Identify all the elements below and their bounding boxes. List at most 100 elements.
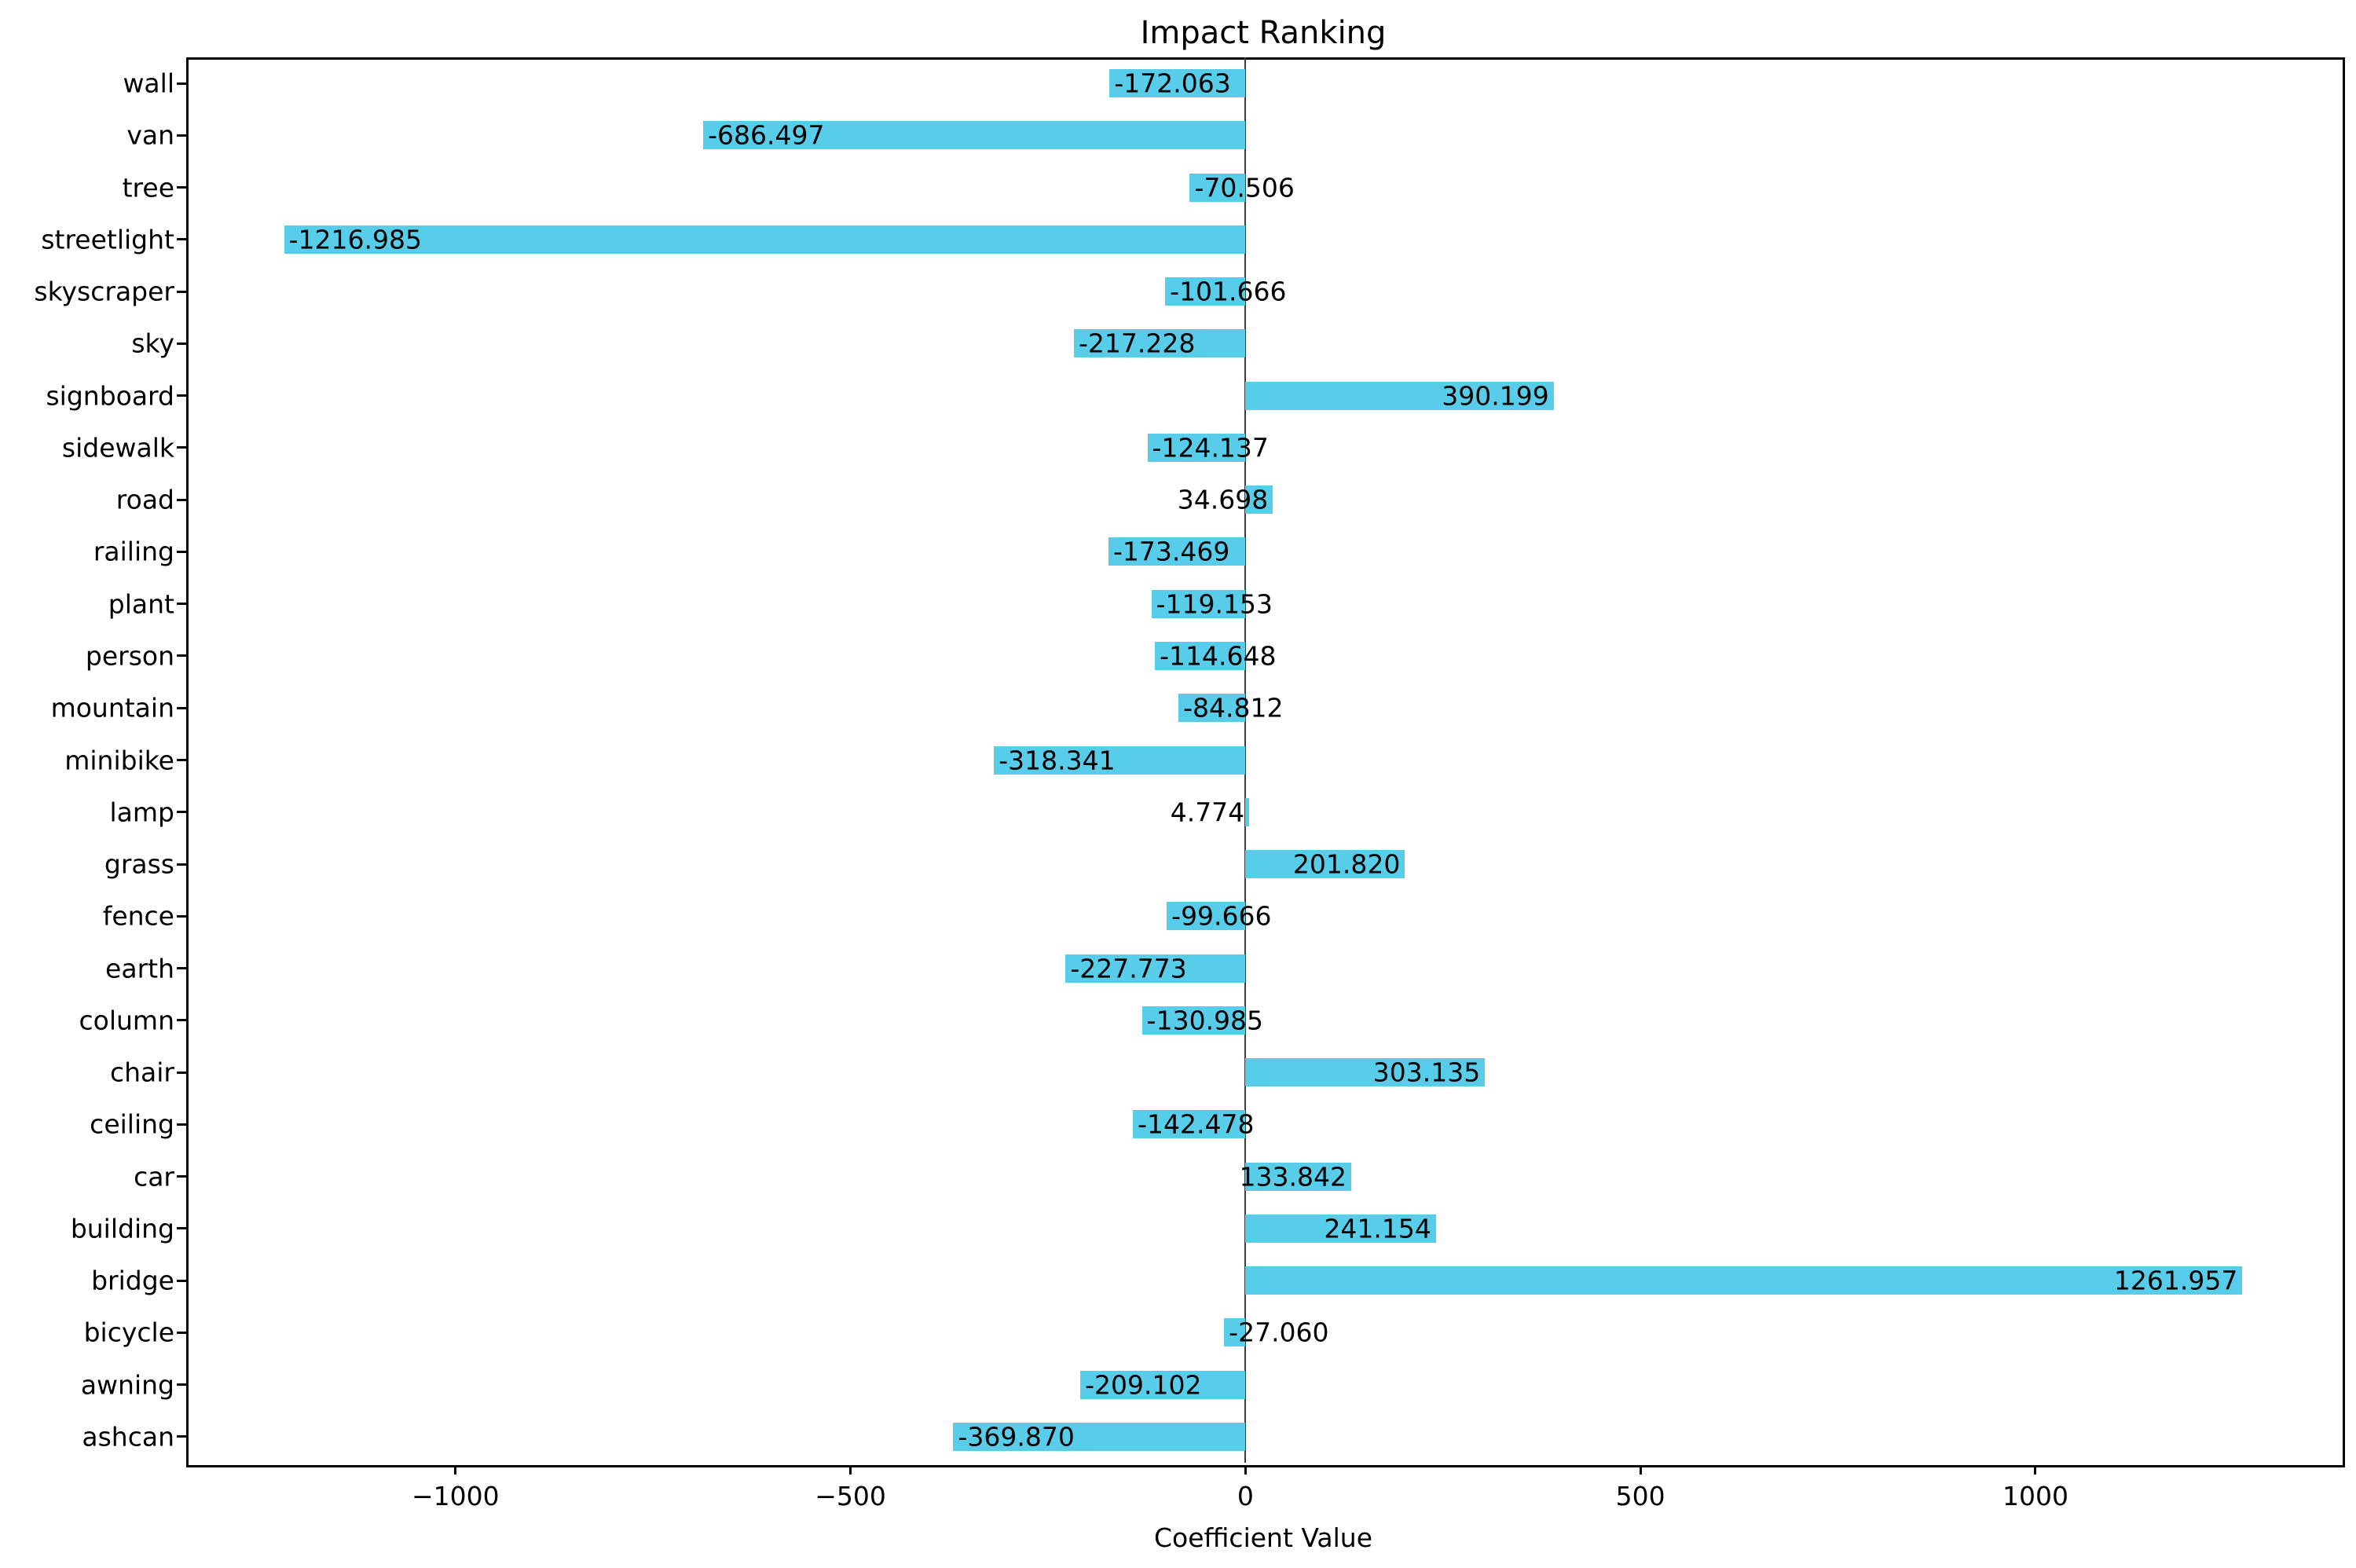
bar-tree (1189, 173, 1246, 202)
bar-value-label-column: -130.985 (1146, 1005, 1264, 1036)
x-tick-label: 1000 (2002, 1481, 2068, 1511)
y-tick-mark (177, 1227, 186, 1230)
bar-sky (1073, 329, 1246, 358)
bar-earth (1065, 954, 1246, 983)
bar-chair (1245, 1058, 1486, 1087)
bar-value-label-grass: 201.820 (1292, 848, 1401, 880)
y-tick-mark (177, 1071, 186, 1074)
bar-value-label-tree: -70.506 (1194, 172, 1295, 203)
bar-value-label-car: 133.842 (1239, 1161, 1347, 1192)
y-tick-mark (177, 342, 186, 345)
x-axis-label: Coefficient Value (1153, 1522, 1373, 1553)
bar-bicycle (1224, 1318, 1246, 1347)
category-label-earth: earth (105, 953, 174, 984)
bar-building (1245, 1214, 1436, 1243)
category-label-van: van (126, 119, 174, 151)
category-label-plant: plant (108, 588, 174, 620)
y-tick-mark (177, 1279, 186, 1282)
y-tick-mark (177, 654, 186, 658)
zero-axis-line (1244, 57, 1247, 1463)
category-label-bicycle: bicycle (83, 1317, 174, 1348)
bar-value-label-railing: -173.469 (1112, 536, 1230, 567)
category-label-chair: chair (109, 1057, 174, 1088)
category-label-railing: railing (93, 536, 174, 567)
bar-wall (1109, 69, 1246, 98)
category-label-wall: wall (123, 68, 174, 99)
y-tick-mark (177, 290, 186, 293)
y-tick-mark (177, 1019, 186, 1022)
y-tick-mark (177, 914, 186, 918)
bar-value-label-signboard: 390.199 (1442, 380, 1549, 412)
bar-column (1141, 1006, 1246, 1035)
y-tick-mark (177, 498, 186, 501)
y-tick-mark (177, 706, 186, 709)
bar-sidewalk (1147, 433, 1246, 462)
bar-car (1245, 1162, 1351, 1191)
bar-ashcan (953, 1422, 1246, 1451)
bar-value-label-mountain: -84.812 (1183, 692, 1284, 724)
bar-value-label-minibike: -318.341 (998, 745, 1116, 775)
bar-value-label-earth: -227.773 (1070, 953, 1187, 984)
y-tick-mark (177, 759, 186, 761)
bar-streetlight (284, 225, 1246, 254)
y-tick-mark (177, 1175, 186, 1178)
x-tick-mark (1244, 1465, 1247, 1475)
y-tick-mark (177, 1331, 186, 1334)
category-label-lamp: lamp (109, 797, 174, 828)
category-label-car: car (134, 1161, 174, 1192)
bar-value-label-building: 241.154 (1324, 1213, 1431, 1244)
bar-value-label-sky: -217.228 (1078, 328, 1196, 359)
bar-ceiling (1133, 1110, 1246, 1139)
bar-road (1245, 485, 1273, 515)
plot-area (186, 57, 2345, 1467)
category-label-road: road (115, 484, 174, 515)
bar-lamp (1245, 797, 1250, 826)
y-tick-mark (177, 1435, 186, 1438)
bar-value-label-person: -114.648 (1160, 640, 1277, 672)
category-label-ashcan: ashcan (82, 1421, 174, 1453)
category-label-sky: sky (131, 328, 174, 359)
category-label-column: column (79, 1005, 174, 1036)
bar-value-label-bicycle: -27.060 (1229, 1317, 1329, 1348)
y-tick-mark (177, 446, 186, 449)
category-label-awning: awning (80, 1369, 174, 1401)
bar-value-label-streetlight: -1216.985 (288, 224, 422, 255)
x-tick-mark (849, 1465, 852, 1475)
bar-minibike (994, 746, 1246, 775)
bar-value-label-ceiling: -142.478 (1138, 1108, 1255, 1140)
bar-railing (1108, 537, 1246, 566)
y-tick-mark (177, 82, 186, 85)
y-tick-mark (177, 186, 186, 189)
category-label-grass: grass (104, 848, 174, 880)
bar-value-label-fence: -99.666 (1171, 900, 1272, 932)
bar-value-label-skyscraper: -101.666 (1170, 276, 1287, 307)
y-tick-mark (177, 603, 186, 606)
category-label-minibike: minibike (64, 745, 174, 775)
category-label-signboard: signboard (46, 380, 174, 412)
bar-value-label-plant: -119.153 (1156, 588, 1273, 620)
bar-van (703, 121, 1246, 150)
x-tick-label: −500 (815, 1481, 886, 1511)
category-label-streetlight: streetlight (41, 224, 174, 255)
category-label-sidewalk: sidewalk (61, 432, 174, 463)
x-tick-label: 500 (1615, 1481, 1665, 1511)
x-tick-mark (1639, 1465, 1642, 1475)
bar-value-label-chair: 303.135 (1372, 1057, 1481, 1088)
category-label-tree: tree (122, 172, 174, 203)
bar-fence (1167, 902, 1246, 931)
y-tick-mark (177, 1383, 186, 1387)
y-tick-mark (177, 967, 186, 970)
bar-mountain (1178, 694, 1246, 723)
category-label-skyscraper: skyscraper (34, 276, 174, 307)
y-tick-mark (177, 1123, 186, 1126)
bar-awning (1080, 1370, 1246, 1399)
bar-value-label-ashcan: -369.870 (958, 1421, 1075, 1453)
x-tick-label: −1000 (411, 1481, 500, 1511)
bar-grass (1245, 850, 1405, 879)
y-tick-mark (177, 394, 186, 397)
category-label-fence: fence (102, 900, 174, 932)
x-tick-mark (454, 1465, 457, 1475)
bar-value-label-sidewalk: -124.137 (1152, 432, 1269, 463)
bar-value-label-bridge: 1261.957 (2113, 1265, 2238, 1296)
